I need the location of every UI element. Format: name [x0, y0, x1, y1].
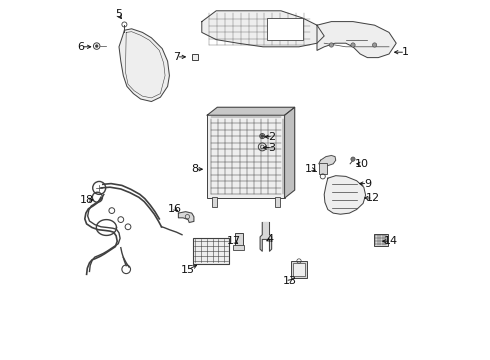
Bar: [374, 234, 388, 246]
Bar: [293, 263, 305, 276]
Text: 3: 3: [269, 143, 275, 153]
Polygon shape: [207, 107, 294, 115]
Polygon shape: [260, 222, 271, 251]
Text: 10: 10: [355, 159, 369, 169]
Text: 5: 5: [115, 9, 122, 19]
Text: 2: 2: [269, 132, 275, 142]
Text: 18: 18: [79, 195, 94, 205]
Text: 8: 8: [191, 164, 198, 174]
Bar: [235, 233, 243, 246]
Circle shape: [372, 43, 377, 47]
Circle shape: [351, 43, 355, 47]
Text: 6: 6: [78, 42, 85, 52]
Circle shape: [351, 157, 355, 161]
Text: 13: 13: [283, 276, 297, 286]
Bar: [274, 197, 280, 207]
Bar: [291, 261, 307, 278]
Polygon shape: [319, 156, 336, 166]
Bar: [192, 54, 198, 60]
Text: 17: 17: [227, 236, 241, 246]
Bar: [267, 18, 303, 40]
Text: 15: 15: [180, 265, 195, 275]
Bar: [193, 238, 229, 264]
Bar: [319, 163, 327, 174]
Polygon shape: [119, 29, 170, 102]
Bar: [207, 115, 285, 198]
Polygon shape: [285, 107, 294, 198]
Text: 4: 4: [267, 234, 274, 244]
Circle shape: [261, 135, 263, 137]
Bar: [233, 245, 245, 250]
Polygon shape: [324, 176, 366, 214]
Polygon shape: [317, 22, 396, 58]
Text: 1: 1: [402, 47, 409, 57]
Text: 7: 7: [173, 52, 180, 62]
Text: 9: 9: [364, 179, 371, 189]
Circle shape: [95, 45, 98, 48]
Text: 11: 11: [305, 164, 318, 174]
Bar: [212, 197, 217, 207]
Circle shape: [329, 43, 334, 47]
Text: 16: 16: [168, 204, 182, 214]
Text: 14: 14: [384, 236, 398, 246]
Text: 12: 12: [366, 193, 380, 203]
Polygon shape: [178, 212, 194, 222]
Polygon shape: [202, 11, 324, 47]
